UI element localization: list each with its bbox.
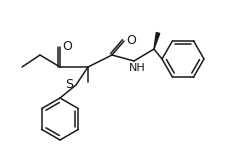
Text: O: O	[126, 33, 136, 46]
Text: S: S	[65, 78, 73, 91]
Text: NH: NH	[129, 63, 145, 73]
Polygon shape	[154, 33, 160, 49]
Text: O: O	[62, 40, 72, 53]
